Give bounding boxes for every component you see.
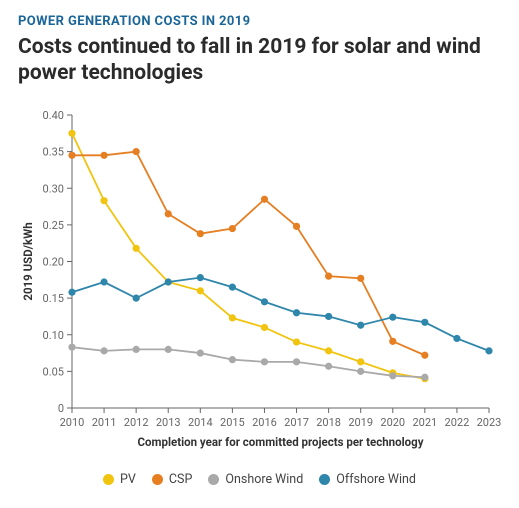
series-marker [421, 373, 428, 380]
series-marker [293, 338, 300, 345]
svg-text:0.15: 0.15 [43, 292, 64, 305]
chart-headline: Costs continued to fall in 2019 for sola… [18, 34, 501, 87]
series-marker [389, 313, 396, 320]
series-line [72, 151, 425, 355]
legend-item: Onshore Wind [208, 472, 303, 487]
series-marker [453, 334, 460, 341]
svg-text:2021: 2021 [412, 416, 437, 429]
series-marker [100, 278, 107, 285]
svg-text:2017: 2017 [284, 416, 309, 429]
series-marker [68, 343, 75, 350]
chart-overline: POWER GENERATION COSTS IN 2019 [18, 14, 501, 29]
chart-container: 0 0.05 0.10 0.15 0.20 0.25 0.30 0.35 0.40 2010 201… [18, 105, 501, 464]
legend-item: CSP [152, 472, 192, 487]
legend-item: Offshore Wind [319, 472, 416, 487]
series-marker [357, 274, 364, 281]
series-marker [100, 197, 107, 204]
svg-text:0.25: 0.25 [43, 218, 64, 231]
svg-text:2019 USD/kWh: 2019 USD/kWh [21, 222, 35, 300]
series-marker [197, 230, 204, 237]
series-marker [325, 272, 332, 279]
series-marker [133, 148, 140, 155]
series-marker [325, 347, 332, 354]
series-marker [389, 372, 396, 379]
series-marker [293, 358, 300, 365]
series-line [72, 277, 489, 350]
legend-dot-icon [208, 474, 219, 485]
svg-text:2022: 2022 [445, 416, 470, 429]
chart-legend: PV CSP Onshore Wind Offshore Wind [18, 472, 501, 489]
line-chart: 0 0.05 0.10 0.15 0.20 0.25 0.30 0.35 0.40 2010 201… [18, 105, 501, 460]
series-marker [197, 349, 204, 356]
series-marker [421, 318, 428, 325]
svg-text:2015: 2015 [220, 416, 245, 429]
svg-text:0.35: 0.35 [43, 145, 64, 158]
svg-text:2023: 2023 [477, 416, 501, 429]
series-marker [357, 367, 364, 374]
svg-text:Completion year for committed: Completion year for committed projects p… [138, 435, 424, 449]
svg-text:0.10: 0.10 [43, 328, 64, 341]
series-marker [357, 321, 364, 328]
svg-text:2014: 2014 [188, 416, 213, 429]
series-marker [325, 362, 332, 369]
series-marker [68, 129, 75, 136]
series-line [72, 133, 425, 378]
series-marker [229, 356, 236, 363]
series-marker [68, 151, 75, 158]
svg-text:0.20: 0.20 [43, 255, 64, 268]
svg-text:2016: 2016 [252, 416, 277, 429]
svg-text:2013: 2013 [156, 416, 181, 429]
series-marker [357, 358, 364, 365]
series-marker [133, 294, 140, 301]
svg-text:0.05: 0.05 [43, 365, 64, 378]
series-line [72, 347, 425, 377]
series-marker [68, 288, 75, 295]
svg-text:2020: 2020 [380, 416, 405, 429]
series-marker [261, 195, 268, 202]
svg-text:2012: 2012 [124, 416, 149, 429]
svg-text:0: 0 [58, 402, 64, 415]
series-marker [261, 298, 268, 305]
legend-dot-icon [319, 474, 330, 485]
legend-item: PV [103, 472, 136, 487]
svg-text:0.40: 0.40 [43, 109, 64, 122]
series-marker [165, 210, 172, 217]
series-marker [100, 347, 107, 354]
series-marker [325, 312, 332, 319]
page-root: POWER GENERATION COSTS IN 2019 Costs con… [0, 0, 519, 508]
legend-dot-icon [103, 474, 114, 485]
series-marker [165, 345, 172, 352]
series-marker [293, 222, 300, 229]
svg-text:2019: 2019 [348, 416, 373, 429]
series-marker [261, 358, 268, 365]
svg-text:2010: 2010 [60, 416, 85, 429]
series-marker [100, 151, 107, 158]
svg-text:2011: 2011 [92, 416, 117, 429]
series-marker [229, 283, 236, 290]
series-marker [133, 345, 140, 352]
svg-text:0.30: 0.30 [43, 182, 64, 195]
series-marker [197, 287, 204, 294]
series-marker [229, 314, 236, 321]
series-marker [165, 278, 172, 285]
series-marker [197, 274, 204, 281]
svg-text:2018: 2018 [316, 416, 341, 429]
series-marker [261, 323, 268, 330]
series-marker [389, 337, 396, 344]
legend-dot-icon [152, 474, 163, 485]
legend-label: CSP [169, 472, 192, 487]
legend-label: Offshore Wind [336, 472, 416, 487]
legend-label: PV [120, 472, 136, 487]
legend-label: Onshore Wind [225, 472, 303, 487]
series-marker [485, 347, 492, 354]
series-marker [421, 351, 428, 358]
series-marker [229, 224, 236, 231]
series-marker [293, 309, 300, 316]
series-marker [133, 244, 140, 251]
